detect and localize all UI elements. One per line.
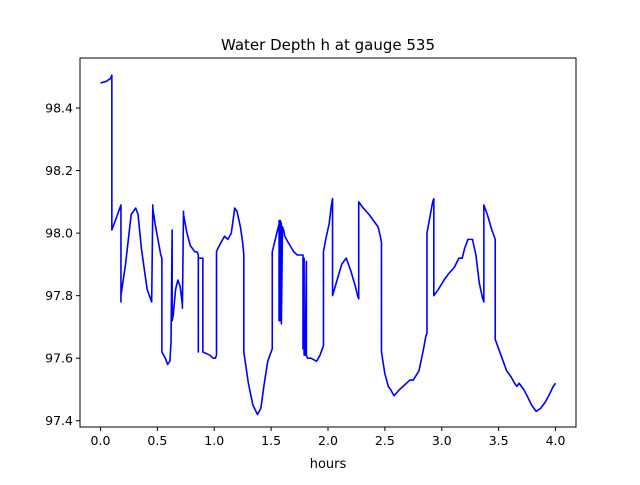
x-tick-label: 4.0 <box>546 433 566 448</box>
plot-area <box>100 74 557 416</box>
x-tick-label: 0.5 <box>147 433 167 448</box>
x-axis: 0.0 0.5 1.0 1.5 2.0 2.5 3.0 3.5 4.0 <box>91 427 566 448</box>
y-tick-label: 98.2 <box>45 163 73 178</box>
x-tick-label: 1.5 <box>261 433 281 448</box>
y-tick-label: 97.8 <box>45 288 73 303</box>
x-tick-label: 2.0 <box>318 433 338 448</box>
y-tick-label: 98.4 <box>45 101 73 116</box>
chart-title: Water Depth h at gauge 535 <box>221 36 435 54</box>
y-tick-label: 98.0 <box>45 226 73 241</box>
x-tick-label: 3.0 <box>432 433 452 448</box>
x-tick-label: 0.0 <box>91 433 111 448</box>
x-tick-label: 2.5 <box>375 433 395 448</box>
x-axis-label: hours <box>310 457 347 472</box>
series-line-0 <box>100 74 557 416</box>
y-tick-label: 97.4 <box>45 413 73 428</box>
x-tick-label: 1.0 <box>204 433 224 448</box>
y-axis: 97.4 97.6 97.8 98.0 98.2 98.4 <box>45 101 80 428</box>
y-tick-label: 97.6 <box>45 351 73 366</box>
x-tick-label: 3.5 <box>489 433 509 448</box>
